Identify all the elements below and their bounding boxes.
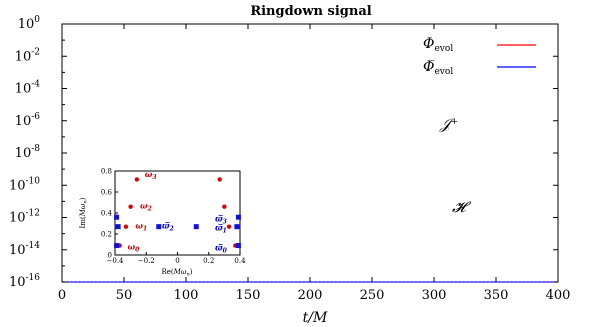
x-tick-label: 300 — [422, 288, 447, 303]
legend: Φevol Φ̅evol — [423, 36, 536, 77]
x-axis-label: t/M — [303, 310, 328, 326]
inset-x-tick-label: 0.4 — [234, 257, 246, 265]
y-tick-label: 10-2 — [15, 47, 40, 64]
inset-blue-point — [235, 214, 241, 220]
inset-red-point — [134, 177, 140, 182]
inset-blue-point — [234, 224, 240, 230]
inset-x-label: Re(Mωn) — [161, 268, 192, 278]
x-tick-label: 0 — [58, 288, 66, 303]
inset-mode-label: ϖ̅1 — [215, 223, 227, 235]
x-tick-label: 400 — [546, 288, 571, 303]
y-tick-label: 10-12 — [9, 209, 40, 226]
annotation-scri-plus: 𝒥⁺ — [439, 115, 458, 133]
inset-mode-label: ω0 — [128, 242, 141, 254]
inset-y-tick-label: 0.2 — [101, 231, 112, 239]
inset-red-point — [222, 204, 227, 209]
y-tick-label: 10-10 — [9, 176, 40, 193]
inset-mode-label: ω3 — [145, 169, 157, 181]
legend-label-phi: Φevol — [423, 36, 453, 54]
y-axis: 100 10-2 10-4 10-6 10-8 10-10 10-12 10-14 10-16 — [9, 15, 558, 290]
inset-y-tick-label: 0.8 — [101, 168, 112, 176]
inset-mode-label: ω2 — [140, 201, 152, 213]
inset-red-point — [128, 204, 133, 209]
inset-mode-label: ω1 — [135, 221, 147, 233]
inset-red-point — [217, 177, 222, 182]
y-tick-label: 10-4 — [15, 80, 41, 97]
inset-x-tick-label: −0.4 — [107, 257, 125, 265]
inset-layer: −0.4 −0.2 0 0.2 0.4 0 0.2 0.4 0.6 0.8 ω0 ω1 ω2 ω3 ϖ̅2 ϖ… — [101, 168, 246, 266]
x-tick-label: 150 — [236, 288, 261, 303]
x-tick-label: 50 — [116, 288, 133, 303]
inset-red-point — [123, 224, 129, 229]
chart-title: Ringdown signal — [250, 4, 371, 19]
inset-chart: −0.4 −0.2 0 0.2 0.4 0 0.2 0.4 0.6 0.8 ω0 ω1 ω2 ω3 ϖ̅2 ϖ… — [79, 168, 246, 278]
annotation-horizon: 𝓗 — [452, 198, 472, 216]
x-tick-label: 350 — [484, 288, 509, 303]
inset-y-tick-label: 0.4 — [101, 210, 113, 218]
inset-y-tick-label: 0.6 — [101, 189, 113, 197]
inset-red-point — [226, 224, 232, 229]
y-tick-label: 10-14 — [9, 241, 40, 258]
inset-blue-point — [193, 224, 199, 230]
inset-mode-label: ϖ̅3 — [215, 213, 227, 225]
y-tick-label: 100 — [18, 15, 41, 32]
y-tick-label: 10-8 — [15, 144, 41, 161]
inset-x-tick-label: 0 — [175, 257, 179, 265]
x-tick-label: 250 — [360, 288, 385, 303]
inset-x-tick-label: −0.2 — [138, 257, 155, 265]
inset-blue-point — [235, 243, 241, 249]
y-tick-label: 10-16 — [9, 273, 40, 290]
inset-mode-label: ϖ̅2 — [162, 221, 174, 233]
inset-x-tick-label: 0.2 — [203, 257, 214, 265]
inset-blue-point — [156, 224, 162, 230]
inset-y-tick-label: 0 — [108, 252, 112, 260]
x-tick-label: 200 — [298, 288, 323, 303]
y-tick-label: 10-6 — [15, 112, 41, 129]
inset-frame — [114, 170, 241, 256]
inset-y-label: Im(Mωn) — [79, 197, 89, 228]
inset-blue-point — [114, 214, 120, 220]
inset-blue-point — [115, 224, 121, 230]
x-axis: 0 50 100 150 200 250 300 350 400 — [58, 24, 571, 303]
legend-label-phibar: Φ̅evol — [423, 59, 453, 77]
inset-blue-point — [114, 243, 120, 249]
inset-mode-label: ϖ̅0 — [215, 243, 228, 255]
x-tick-label: 100 — [174, 288, 199, 303]
